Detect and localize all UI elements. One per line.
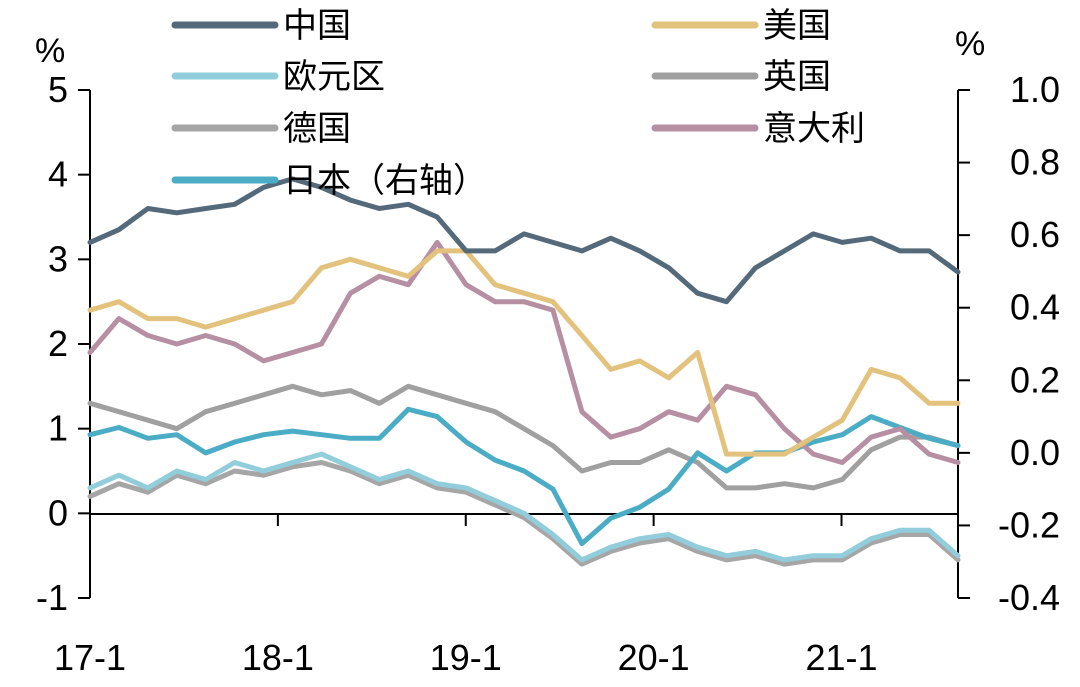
series-line-4	[87, 460, 961, 567]
series-line-3	[87, 383, 961, 491]
right-y-tick-label: -0.4	[998, 577, 1060, 618]
legend-label: 日本（右轴）	[283, 161, 487, 201]
left-y-tick-label: 5	[48, 69, 68, 110]
series-layer	[87, 176, 961, 567]
legend-label: 欧元区	[283, 57, 385, 97]
left-unit-label: %	[35, 32, 65, 70]
x-tick-label: 20-1	[618, 637, 690, 678]
left-y-tick-label: 1	[48, 408, 68, 449]
right-y-tick-label: 1.0	[1010, 69, 1060, 110]
right-unit-label: %	[955, 25, 985, 63]
right-y-tick-label: 0.8	[1010, 142, 1060, 183]
legend-label: 意大利	[763, 109, 865, 149]
right-y-tick-label: -0.2	[998, 504, 1060, 545]
left-y-tick-label: 4	[48, 154, 68, 195]
series-line-1	[87, 248, 961, 457]
left-y-tick-label: 3	[48, 238, 68, 279]
series-line-5	[87, 239, 961, 465]
right-y-tick-label: 0.4	[1010, 287, 1060, 328]
series-line-0	[87, 176, 961, 305]
right-y-tick-label: 0.6	[1010, 214, 1060, 255]
x-tick-label: 21-1	[805, 637, 877, 678]
left-y-tick-label: 2	[48, 323, 68, 364]
ticks-layer: 5 4 3 2 1 0 -1 1.0 0.8 0.6 0.4 0.2 0.0 -0.2 -0.4 17-1 18…	[36, 69, 1060, 678]
left-y-tick-label: -1	[36, 577, 68, 618]
right-y-tick-label: 0.2	[1010, 359, 1060, 400]
series-line-2	[87, 451, 961, 563]
right-y-tick-label: 0.0	[1010, 432, 1060, 473]
left-y-tick-label: 0	[48, 492, 68, 533]
x-tick-label: 17-1	[54, 637, 126, 678]
x-tick-label: 19-1	[430, 637, 502, 678]
legend-label: 美国	[763, 6, 831, 46]
legend-label: 中国	[283, 6, 351, 46]
series-line-6	[87, 406, 961, 547]
legend-label: 德国	[283, 109, 351, 149]
legend-label: 英国	[763, 57, 831, 97]
x-tick-label: 18-1	[242, 637, 314, 678]
